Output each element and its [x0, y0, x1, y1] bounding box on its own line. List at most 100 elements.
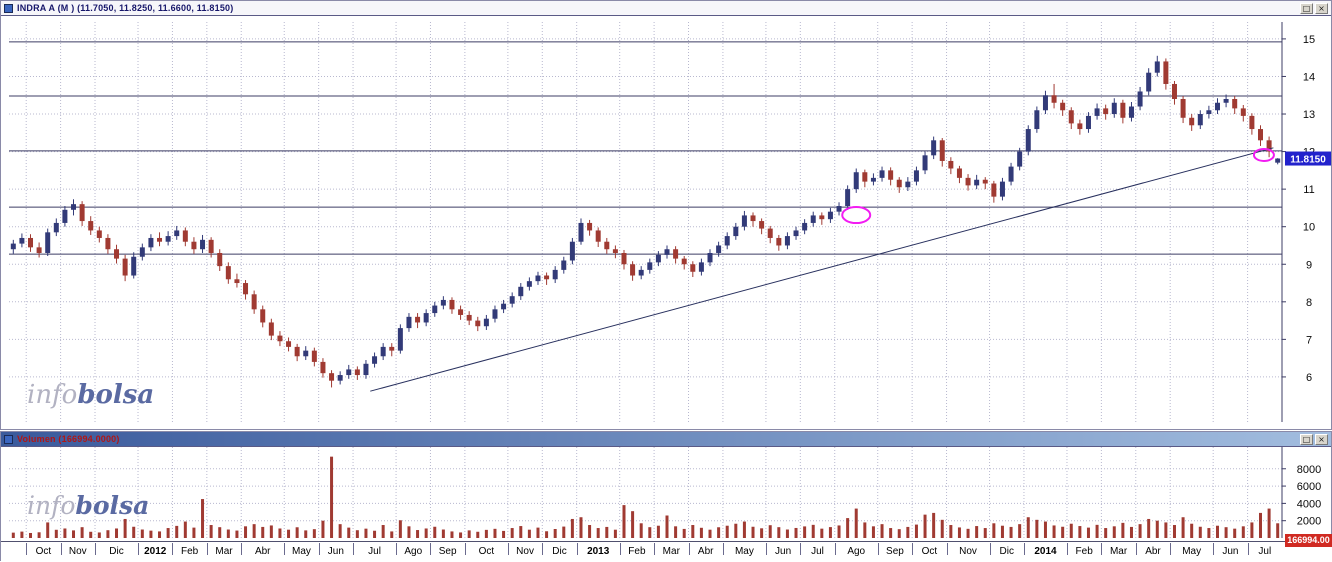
volume-panel-titlebar[interactable]: Volumen (166994.0000) □ × [1, 432, 1331, 447]
close-button[interactable]: × [1315, 433, 1328, 445]
restore-button[interactable]: □ [1300, 433, 1313, 445]
volume-chart[interactable]: 2000 4000 6000 8000 [1, 447, 1332, 541]
volume-bar [390, 531, 394, 538]
volume-bar [209, 525, 213, 538]
x-axis-label: Jun [775, 546, 792, 557]
volume-bar [1052, 525, 1056, 538]
volume-bar [631, 511, 635, 538]
candle [965, 177, 971, 186]
highlight-ellipse[interactable] [1252, 147, 1275, 162]
volume-bar [760, 528, 764, 538]
axis-tick [542, 543, 544, 555]
volume-bar [837, 525, 841, 538]
candle [157, 237, 163, 242]
x-axis-label: Dic [109, 546, 124, 557]
price-chart[interactable]: 678910111213141511.8150 [1, 16, 1332, 430]
candle [630, 264, 636, 276]
volume-bar [37, 532, 41, 538]
volume-bar [278, 528, 282, 538]
volume-bar [252, 524, 256, 538]
x-axis-label: Oct [921, 546, 938, 557]
volume-bar [1198, 526, 1202, 538]
volume-bar [29, 532, 33, 538]
candle [1060, 102, 1066, 111]
candle [759, 221, 765, 229]
axis-tick [464, 543, 466, 555]
volume-bar [330, 456, 334, 538]
axis-tick [834, 543, 836, 555]
candle [1206, 110, 1212, 115]
candle [673, 249, 679, 259]
candle [604, 241, 610, 250]
axis-tick [318, 543, 320, 555]
axis-tick [95, 543, 96, 555]
candle [406, 316, 412, 329]
candle [655, 254, 661, 263]
axis-tick [1101, 543, 1103, 555]
candle [268, 322, 274, 336]
candle [36, 247, 42, 253]
y-axis-label: 11 [1303, 184, 1314, 196]
price-panel-titlebar[interactable]: INDRA A (M ) (11.7050, 11.8250, 11.6600,… [1, 1, 1331, 16]
volume-bar [768, 525, 772, 538]
candle [320, 361, 326, 374]
x-axis-label: Jun [1222, 546, 1239, 557]
candle [931, 140, 937, 156]
volume-bar [364, 528, 368, 538]
candle [595, 230, 601, 242]
volume-bar [665, 515, 669, 538]
last-price-tag [1285, 151, 1331, 166]
volume-bar [484, 529, 488, 538]
trendline[interactable] [370, 147, 1274, 392]
volume-bar [889, 528, 893, 538]
axis-tick [1170, 543, 1172, 555]
volume-bar [1026, 517, 1030, 538]
volume-bar [579, 517, 583, 538]
volume-bar [1112, 526, 1116, 538]
candlesticks [10, 55, 1281, 388]
y-axis-label: 8 [1306, 297, 1312, 309]
y-axis-label: 15 [1303, 34, 1315, 46]
candle [88, 221, 94, 231]
volume-bar [115, 528, 119, 538]
candle [1111, 102, 1117, 115]
axis-tick [430, 543, 432, 555]
candle [1094, 108, 1100, 116]
candle [544, 275, 550, 280]
x-axis-label: May [291, 546, 311, 557]
volume-bar [1009, 526, 1013, 538]
volume-bar [476, 531, 480, 538]
axis-tick [172, 543, 174, 555]
axis-tick [1213, 543, 1215, 555]
restore-button[interactable]: □ [1300, 2, 1313, 14]
volume-bar [510, 528, 514, 538]
volume-bar [1018, 524, 1022, 538]
highlight-ellipse[interactable] [841, 206, 872, 225]
candle [707, 252, 713, 263]
volume-bar [97, 532, 101, 538]
volume-axis-label: 4000 [1297, 498, 1321, 510]
volume-bar [639, 523, 643, 538]
axis-tick [60, 543, 62, 555]
volume-bar [1241, 526, 1245, 538]
x-axis-label: Mar [1109, 546, 1128, 557]
volume-bar [725, 525, 729, 538]
close-button[interactable]: × [1315, 2, 1328, 14]
volume-bar [1276, 523, 1280, 538]
candle [741, 215, 747, 227]
axis-tick [877, 543, 879, 555]
price-panel: INDRA A (M ) (11.7050, 11.8250, 11.6600,… [0, 0, 1332, 430]
volume-bars [11, 456, 1280, 538]
candle [535, 275, 541, 282]
horizontal-levels[interactable] [9, 41, 1282, 255]
candle [1025, 129, 1031, 152]
x-axis-label: Oct [478, 546, 495, 557]
volume-gridlines [9, 447, 1286, 538]
volume-bar [304, 530, 308, 538]
volume-bar [691, 525, 695, 538]
volume-bar [846, 518, 850, 538]
candle [956, 168, 962, 178]
candle [991, 183, 997, 197]
volume-bar [11, 532, 15, 538]
candle [346, 369, 352, 376]
